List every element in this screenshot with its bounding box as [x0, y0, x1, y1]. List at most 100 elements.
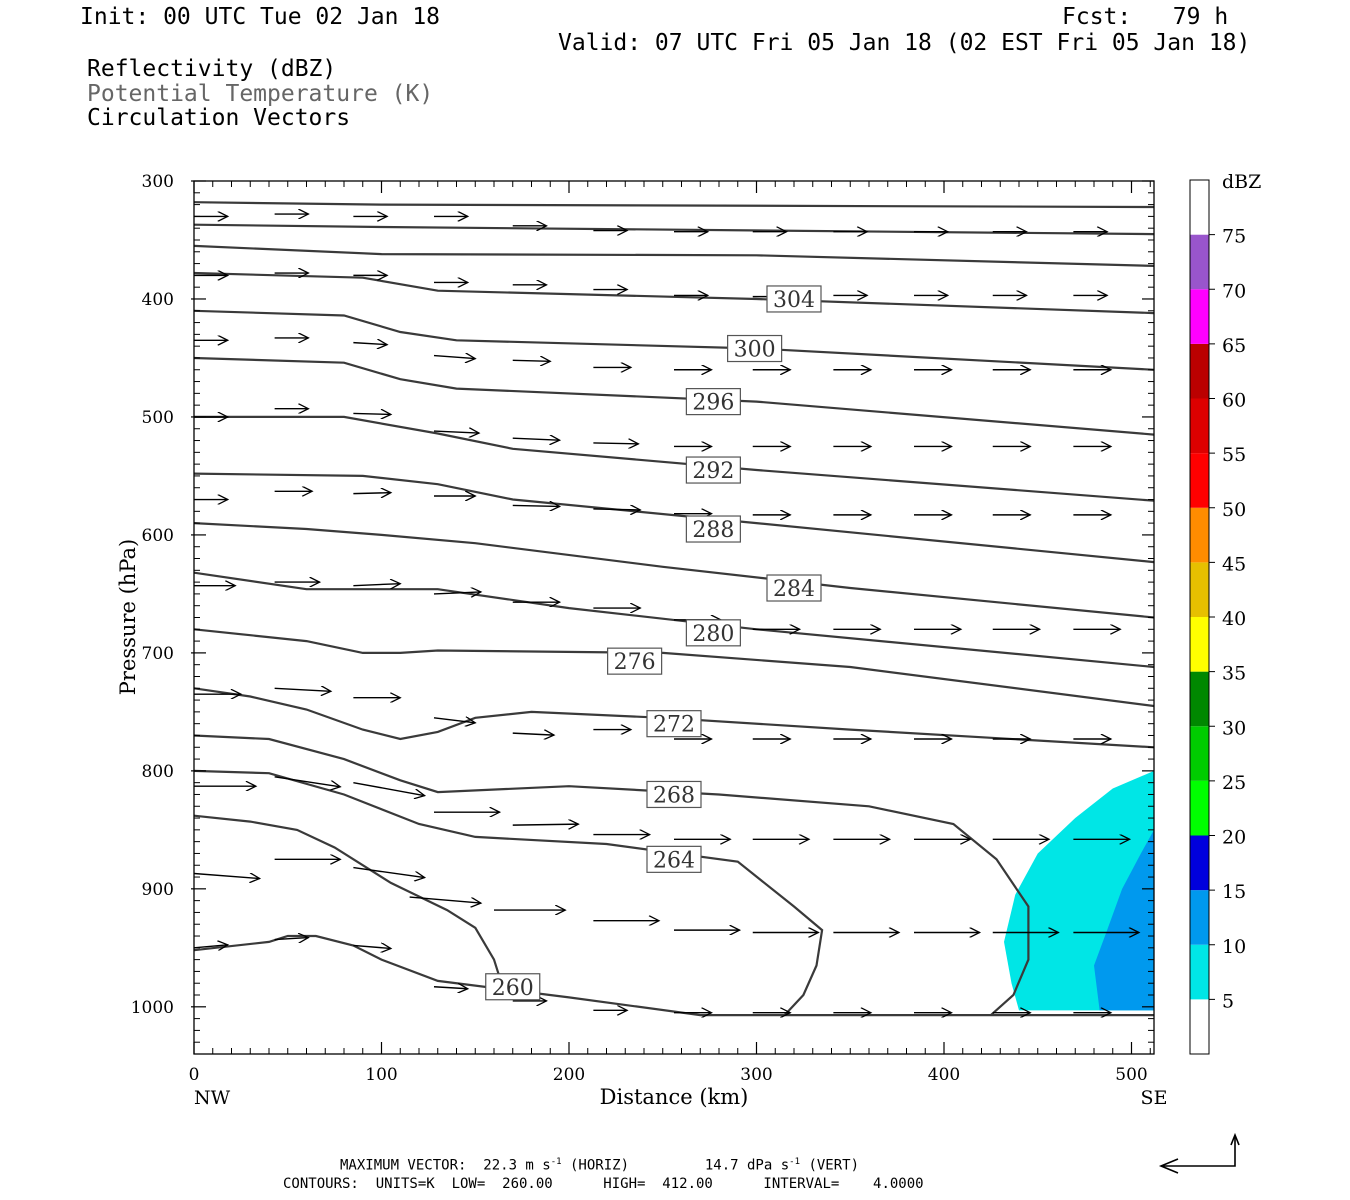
- x-end-label-se: SE: [1141, 1087, 1168, 1109]
- x-tick-label: 200: [553, 1065, 585, 1085]
- contour-label-268: 268: [653, 783, 695, 808]
- isentrope-280: [194, 571, 1154, 669]
- contour-label-box: [646, 780, 702, 809]
- colorbar-segment: [1190, 343, 1209, 399]
- isentrope-268: [194, 734, 1030, 1016]
- contour-label-296: 296: [692, 391, 734, 416]
- isentrope-260: [194, 814, 501, 978]
- circulation-vector: [353, 584, 400, 586]
- y-tick-label: 800: [142, 762, 174, 782]
- contour-label-276: 276: [614, 650, 656, 675]
- circulation-vector: [353, 493, 391, 494]
- init-time: Init: 00 UTC Tue 02 Jan 18: [80, 4, 441, 30]
- y-tick-label: 400: [142, 290, 174, 310]
- circulation-vector: [353, 343, 387, 345]
- x-tick-label: 0: [189, 1065, 200, 1085]
- reflectivity-10-dbz: [1094, 829, 1154, 1011]
- colorbar-level-label: 65: [1222, 335, 1246, 357]
- circulation-vector: [512, 824, 579, 825]
- circulation-vector: [433, 718, 475, 723]
- colorbar-level-label: 20: [1222, 827, 1246, 849]
- contour-label-box: [646, 710, 702, 738]
- isentrope-304: [194, 271, 1154, 315]
- x-tick-label: 400: [928, 1065, 960, 1085]
- reference-vector-head-vert: [1230, 1132, 1240, 1146]
- colorbar-segment: [1190, 507, 1209, 563]
- colorbar-level-label: 15: [1222, 881, 1246, 903]
- contour-label-300: 300: [734, 338, 776, 363]
- colorbar-segment: [1190, 289, 1209, 344]
- circulation-vector: [353, 866, 424, 878]
- y-tick-label: 500: [142, 408, 174, 428]
- y-tick-label: 1000: [131, 998, 174, 1018]
- isentrope-296: [194, 356, 1154, 436]
- contour-label-280: 280: [692, 622, 734, 647]
- isentrope: [194, 223, 1154, 236]
- colorbar-segment: [1190, 617, 1209, 672]
- colorbar-segment: [1190, 726, 1209, 781]
- isentrope-300: [194, 309, 1154, 371]
- colorbar-level-label: 10: [1222, 936, 1246, 958]
- y-axis-label: Pressure (hPa): [116, 539, 140, 695]
- circulation-vector: [353, 413, 391, 414]
- circulation-vector: [409, 896, 481, 903]
- circulation-vector: [593, 509, 640, 510]
- y-tick-label: 700: [142, 644, 174, 664]
- circulation-vector: [433, 431, 479, 433]
- colorbar-segment: [1190, 780, 1209, 836]
- max-vector-note: MAXIMUM VECTOR: 22.3 m s-1 (HORIZ) 14.7 …: [340, 1157, 860, 1174]
- colorbar-segment: [1190, 180, 1209, 235]
- valid-time: Valid: 07 UTC Fri 05 Jan 18 (02 EST Fri …: [558, 30, 1251, 56]
- colorbar-level-label: 75: [1222, 226, 1246, 248]
- y-tick-label: 600: [142, 526, 174, 546]
- colorbar-level-label: 45: [1222, 553, 1246, 575]
- x-tick-label: 100: [365, 1065, 397, 1085]
- isentrope-276: [194, 628, 1154, 708]
- forecast-hour: Fcst: 79 h: [1062, 4, 1229, 30]
- circulation-vector: [433, 592, 481, 594]
- isentrope-284: [194, 522, 1154, 619]
- contour-label-box: [727, 334, 783, 363]
- colorbar-segment: [1190, 999, 1209, 1054]
- contour-label-box: [685, 456, 741, 484]
- circulation-vector: [274, 776, 341, 787]
- colorbar-segment: [1190, 944, 1209, 1000]
- colorbar-segment: [1190, 453, 1209, 508]
- circulation-vector: [433, 356, 475, 359]
- circulation-vector: [353, 945, 391, 948]
- circulation-vector: [194, 874, 260, 879]
- contour-label-264: 264: [653, 848, 695, 873]
- contour-label-box: [685, 388, 741, 416]
- contour-label-304: 304: [773, 288, 815, 313]
- contour-label-box: [607, 647, 663, 675]
- contour-label-292: 292: [692, 459, 734, 484]
- circulation-vector: [353, 781, 424, 796]
- field-circulation-vectors: Circulation Vectors: [87, 105, 351, 131]
- contour-label-box: [685, 515, 741, 543]
- reference-vector-icon: [1161, 1137, 1236, 1167]
- circulation-vector: [433, 987, 468, 989]
- y-tick-label: 900: [142, 880, 174, 900]
- circulation-vector: [274, 938, 309, 940]
- field-reflectivity: Reflectivity (dBZ): [87, 56, 337, 82]
- colorbar-level-label: 35: [1222, 663, 1246, 685]
- colorbar-segment: [1190, 234, 1209, 290]
- isentrope-308: [194, 201, 1154, 209]
- contour-label-box: [646, 845, 702, 873]
- circulation-vector: [274, 688, 331, 691]
- colorbar-segment: [1190, 835, 1209, 891]
- circulation-vector: [593, 443, 638, 444]
- x-tick-label: 300: [740, 1065, 772, 1085]
- colorbar-segment: [1190, 562, 1209, 617]
- x-end-label-nw: NW: [194, 1087, 231, 1109]
- colorbar-level-label: 70: [1222, 280, 1246, 302]
- contour-label-box: [766, 285, 822, 313]
- colorbar-level-label: 25: [1222, 772, 1246, 794]
- circulation-vector: [512, 733, 554, 735]
- colorbar-level-label: 60: [1222, 390, 1246, 412]
- colorbar-level-label: 30: [1222, 717, 1246, 739]
- circulation-vector: [512, 360, 551, 361]
- contour-label-box: [766, 574, 822, 602]
- colorbar-level-label: 5: [1222, 990, 1234, 1012]
